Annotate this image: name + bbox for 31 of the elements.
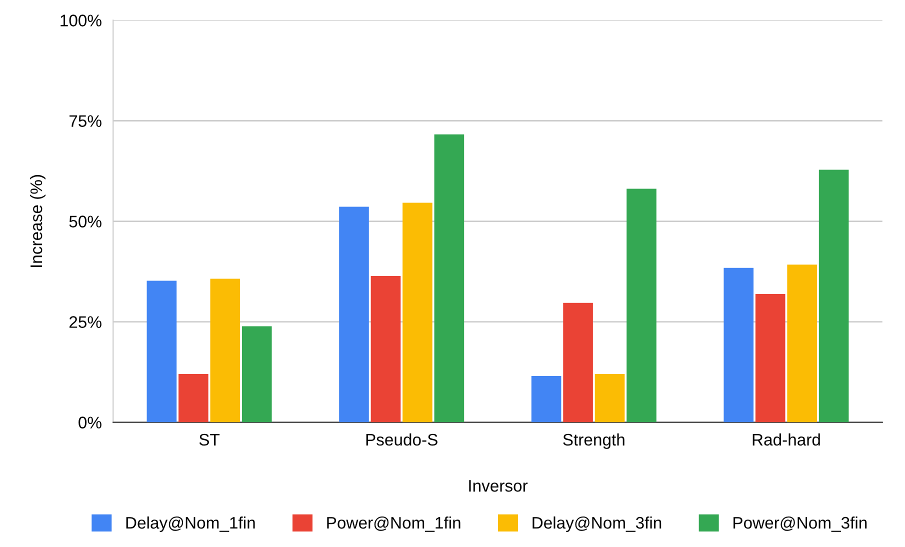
bar (242, 326, 272, 422)
y-tick-label: 100% (60, 14, 102, 26)
y-tick-label: 0% (78, 416, 102, 428)
bar (178, 374, 208, 422)
x-axis-title: Inversor (469, 480, 528, 492)
bar (146, 280, 177, 422)
bar (210, 278, 240, 422)
x-tick-label: ST (199, 434, 220, 446)
y-tick-label: 75% (70, 115, 102, 127)
y-tick-label: 25% (69, 316, 102, 328)
bar (594, 374, 625, 422)
bar (626, 188, 656, 422)
x-tick-label: Strength (563, 433, 624, 449)
legend-label: Power@Nom_1fin (327, 516, 460, 532)
y-axis-title: Increase (%) (30, 175, 46, 267)
x-tick-label: Rad-hard (752, 433, 820, 446)
bar (531, 376, 562, 422)
legend-label: Delay@Nom_3fin (532, 516, 662, 532)
bar (787, 264, 817, 422)
bar (724, 268, 754, 422)
bar (563, 302, 593, 422)
legend-label: Delay@Nom_1fin (126, 516, 255, 532)
bar (339, 206, 369, 422)
y-tick-label: 50% (69, 216, 102, 228)
bar (370, 276, 401, 422)
bar (434, 134, 464, 422)
bar (818, 170, 849, 422)
x-tick-label: Pseudo-S (366, 433, 438, 446)
bar (755, 294, 786, 422)
bar (402, 202, 432, 422)
legend-label: Power@Nom_3fin (734, 516, 867, 532)
